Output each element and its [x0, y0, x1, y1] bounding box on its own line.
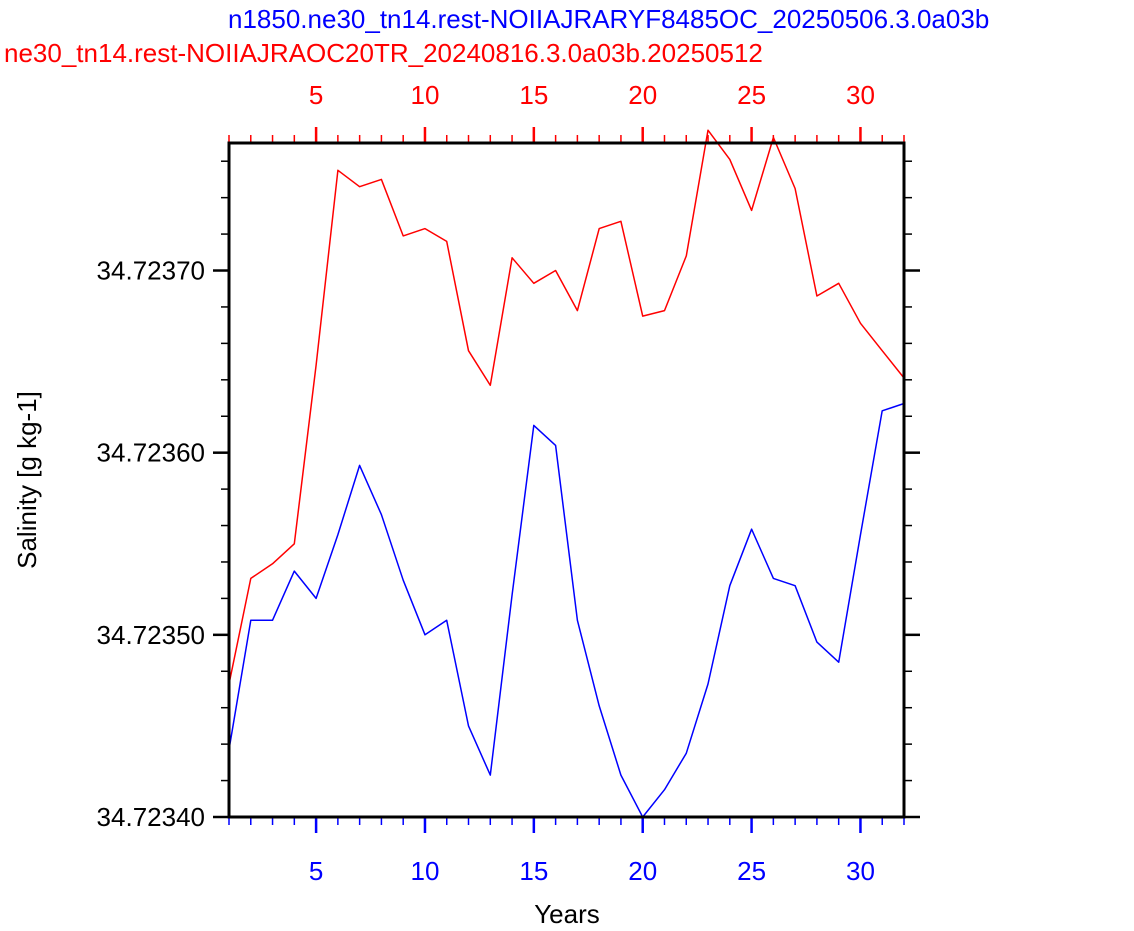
x-bottom-tick-label: 15 [519, 856, 548, 886]
x-bottom-tick-label: 10 [411, 856, 440, 886]
x-bottom-tick-label: 20 [628, 856, 657, 886]
y-axis-right [904, 160, 920, 819]
x-axis-label: Years [534, 899, 600, 929]
x-axis-bottom: 5 10 15 20 25 30 [228, 817, 905, 886]
series-layer [228, 129, 905, 818]
x-bottom-tick-label: 25 [737, 856, 766, 886]
x-top-tick-label: 5 [309, 80, 323, 110]
x-axis-top: 5 10 15 20 25 30 [228, 80, 905, 143]
y-tick-label: 34.72360 [97, 438, 205, 468]
x-top-tick-label: 30 [846, 80, 875, 110]
y-tick-label: 34.72370 [97, 256, 205, 286]
chart-title-top: n1850.ne30_tn14.rest-NOIIAJRARYF8485OC_2… [228, 4, 989, 34]
series-line-red [228, 129, 905, 685]
y-axis-left: 34.72340 34.72350 34.72360 34.72370 [97, 160, 229, 832]
x-top-tick-label: 10 [411, 80, 440, 110]
x-top-tick-label: 25 [737, 80, 766, 110]
series-line-blue [228, 402, 905, 818]
x-top-tick-label: 20 [628, 80, 657, 110]
y-axis-label: Salinity [g kg-1] [12, 391, 42, 569]
plot-frame [227, 141, 906, 819]
x-bottom-tick-label: 5 [309, 856, 323, 886]
chart-title-bottom: ne30_tn14.rest-NOIIAJRAOC20TR_20240816.3… [4, 38, 763, 68]
y-tick-label: 34.72350 [97, 620, 205, 650]
x-bottom-tick-label: 30 [846, 856, 875, 886]
x-top-tick-label: 15 [519, 80, 548, 110]
y-tick-label: 34.72340 [97, 802, 205, 832]
